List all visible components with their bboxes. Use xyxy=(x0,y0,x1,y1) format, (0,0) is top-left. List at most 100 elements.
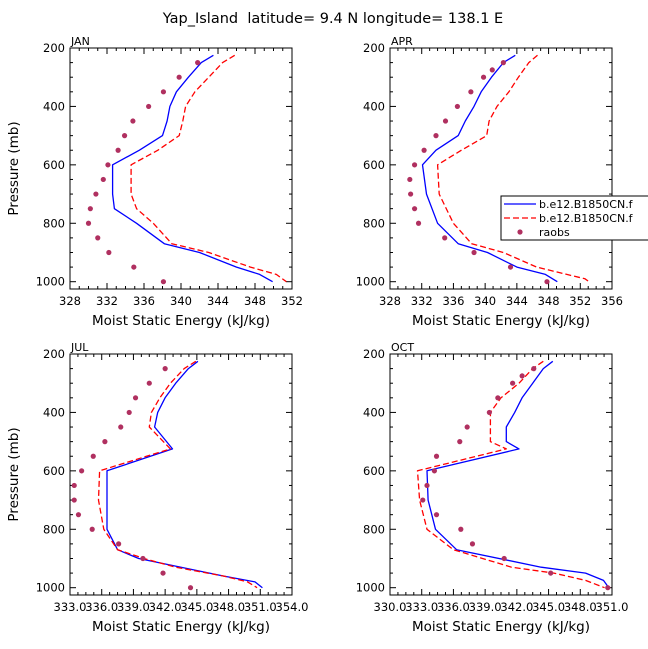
x-tick-label: 345.0 xyxy=(180,600,213,614)
raobs-point xyxy=(102,439,108,445)
series-line-dashed xyxy=(97,360,258,589)
raobs-point xyxy=(421,147,427,153)
raobs-point xyxy=(544,279,550,285)
raobs-point xyxy=(121,133,128,139)
x-tick-label: 332 xyxy=(96,294,118,308)
y-tick-label: 800 xyxy=(363,216,385,230)
y-tick-label: 800 xyxy=(363,522,385,536)
raobs-point xyxy=(500,60,506,66)
raobs-point xyxy=(95,235,101,241)
legend-label: b.e12.B1850CN.f xyxy=(539,198,634,211)
raobs-point xyxy=(187,585,194,591)
y-tick-label: 1000 xyxy=(356,581,385,595)
x-tick-label: 352 xyxy=(569,294,591,308)
raobs-point xyxy=(89,526,95,532)
y-tick-label: 200 xyxy=(363,41,385,55)
raobs-point xyxy=(420,497,426,503)
raobs-point xyxy=(93,191,99,197)
x-axis-label: Moist Static Energy (kJ/kg) xyxy=(412,619,590,635)
chart-panel-apr: APR 328 332 336 340 344 348 352 356 200 400 600 800 1… xyxy=(356,35,623,329)
series-line-solid xyxy=(106,360,263,589)
raobs-point xyxy=(132,395,139,401)
series-group xyxy=(407,54,590,285)
series-group xyxy=(416,360,611,591)
raobs-point xyxy=(130,118,136,124)
raobs-point xyxy=(454,103,460,110)
raobs-point xyxy=(507,264,514,270)
raobs-point xyxy=(87,206,93,212)
legend-marker-dots xyxy=(517,229,523,235)
raobs-point xyxy=(115,147,121,153)
y-tick-label: 1000 xyxy=(36,581,65,595)
x-tick-label: 328 xyxy=(59,294,81,308)
raobs-point xyxy=(464,424,470,430)
series-line-dashed xyxy=(436,54,590,283)
x-axis-label: Moist Static Energy (kJ/kg) xyxy=(92,619,270,635)
raobs-point xyxy=(457,439,463,445)
raobs-point xyxy=(160,89,167,95)
raobs-point xyxy=(118,424,124,430)
plot-frame xyxy=(69,353,293,596)
raobs-point xyxy=(71,497,77,503)
raobs-point xyxy=(131,264,137,270)
raobs-point xyxy=(116,541,122,547)
raobs-point xyxy=(160,570,166,576)
x-tick-label: 339.0 xyxy=(469,600,502,614)
raobs-point xyxy=(495,395,501,401)
chart-panel-jan: JAN 328 332 336 340 344 348 352 200 400 600 800 1000… xyxy=(6,35,303,329)
x-tick-label: 348 xyxy=(538,294,560,308)
raobs-point xyxy=(195,60,201,66)
x-tick-label: 328 xyxy=(379,294,401,308)
x-tick-label: 332 xyxy=(411,294,433,308)
x-tick-label: 351.0 xyxy=(596,600,629,614)
series-line-solid xyxy=(426,360,610,589)
y-tick-label: 600 xyxy=(363,464,385,478)
y-tick-label: 600 xyxy=(363,158,385,172)
x-tick-label: 344 xyxy=(207,294,229,308)
y-axis-label: Pressure (mb) xyxy=(6,427,22,521)
x-tick-label: 336 xyxy=(133,294,155,308)
x-tick-label: 333.0 xyxy=(54,600,87,614)
x-tick-label: 351.0 xyxy=(244,600,277,614)
page-title: Yap_Island latitude= 9.4 N longitude= 13… xyxy=(162,11,503,27)
raobs-point xyxy=(100,176,106,183)
raobs-point xyxy=(469,541,476,547)
y-tick-label: 800 xyxy=(43,522,65,536)
raobs-point xyxy=(146,103,152,110)
y-tick-label: 400 xyxy=(363,99,385,113)
raobs-point xyxy=(146,380,152,386)
raobs-point xyxy=(75,512,82,518)
chart-panel-jul: JUL 333.0336.0339.0342.0345.0348.0351.035… xyxy=(6,341,308,635)
panel-label: JAN xyxy=(70,35,90,48)
series-line-dashed xyxy=(416,360,605,589)
chart-panel-oct: OCT 330.0333.0336.0339.0342.0345.0348.035… xyxy=(356,341,629,635)
raobs-point xyxy=(90,453,96,459)
y-tick-label: 1000 xyxy=(356,275,385,289)
raobs-point xyxy=(471,249,477,256)
series-line-solid xyxy=(421,54,558,283)
raobs-point xyxy=(407,176,413,183)
legend-label: b.e12.B1850CN.f xyxy=(539,212,634,225)
raobs-point xyxy=(519,373,525,379)
raobs-point xyxy=(162,366,168,372)
x-tick-label: 352 xyxy=(281,294,303,308)
x-axis-label: Moist Static Energy (kJ/kg) xyxy=(92,313,270,329)
x-tick-label: 330.0 xyxy=(374,600,407,614)
raobs-point xyxy=(489,67,495,73)
x-tick-label: 336 xyxy=(442,294,464,308)
raobs-point xyxy=(605,585,611,591)
raobs-point xyxy=(415,220,422,226)
y-tick-label: 1000 xyxy=(36,275,65,289)
raobs-point xyxy=(531,366,537,372)
legend-label: raobs xyxy=(539,226,570,239)
panel-label: OCT xyxy=(391,341,414,354)
x-tick-label: 340 xyxy=(474,294,496,308)
y-tick-label: 200 xyxy=(363,347,385,361)
x-tick-label: 340 xyxy=(170,294,192,308)
panel-label: JUL xyxy=(70,341,89,354)
raobs-point xyxy=(480,74,487,80)
series-group xyxy=(85,54,287,285)
raobs-point xyxy=(105,162,111,168)
